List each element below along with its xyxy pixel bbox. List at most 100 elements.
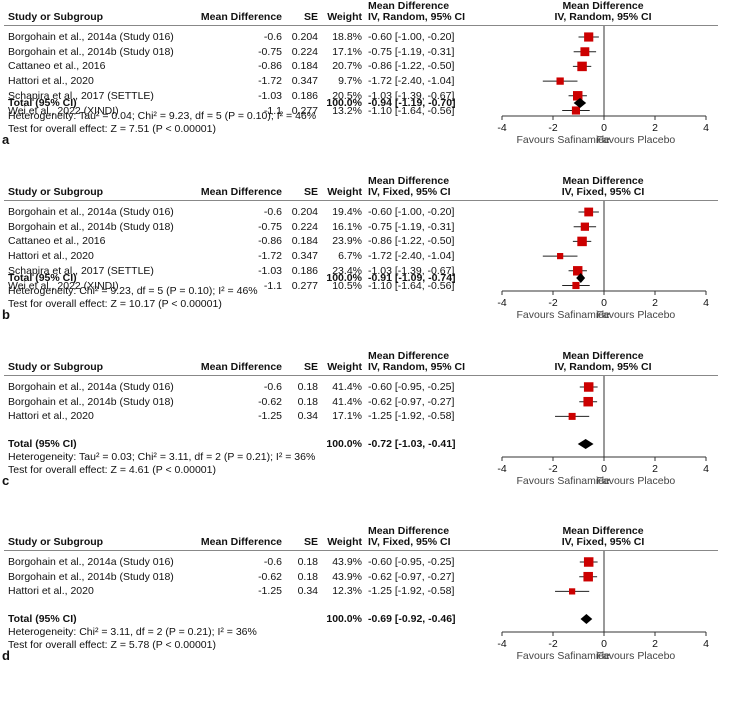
study-se: 0.347 bbox=[291, 250, 318, 263]
study-weight: 13.2% bbox=[332, 104, 362, 117]
total-ci: -0.91 [-1.09, -0.74] bbox=[368, 272, 456, 284]
forest-panel-b: Study or Subgroup Mean Difference SE Weight… bbox=[0, 175, 741, 350]
header-plot-title: Mean Difference bbox=[562, 525, 644, 537]
study-se: 0.224 bbox=[291, 220, 318, 233]
total-effect-diamond bbox=[576, 273, 586, 283]
heterogeneity-text: Heterogeneity: Tau² = 0.04; Chi² = 9.23,… bbox=[8, 110, 317, 122]
total-label: Total (95% CI) bbox=[8, 613, 77, 625]
study-se: 0.34 bbox=[297, 410, 318, 423]
study-mean-difference: -1.25 bbox=[258, 585, 282, 598]
study-effect-box bbox=[583, 382, 594, 392]
favours-left-label: Favours Safinamide bbox=[517, 650, 611, 662]
x-axis-tick-label: 0 bbox=[601, 297, 607, 309]
study-weight: 20.7% bbox=[332, 60, 362, 73]
x-axis-tick-label: 4 bbox=[703, 122, 709, 134]
study-mean-difference: -1.72 bbox=[258, 75, 282, 88]
study-ci: -0.75 [-1.19, -0.31] bbox=[368, 45, 455, 58]
total-ci: -0.94 [-1.19, -0.70] bbox=[368, 97, 456, 109]
study-se: 0.277 bbox=[291, 279, 318, 292]
study-effect-box bbox=[583, 396, 593, 407]
study-name: Borgohain et al., 2014a (Study 016) bbox=[8, 556, 174, 568]
study-weight: 9.7% bbox=[338, 75, 362, 88]
study-ci: -1.72 [-2.40, -1.04] bbox=[368, 75, 455, 88]
header-divider bbox=[4, 200, 718, 201]
header-divider bbox=[4, 550, 718, 551]
study-mean-difference: -0.6 bbox=[263, 381, 282, 393]
x-axis-tick-label: -2 bbox=[548, 638, 557, 650]
header-ci-title: Mean Difference bbox=[368, 350, 450, 362]
study-ci: -1.25 [-1.92, -0.58] bbox=[368, 585, 455, 598]
total-label: Total (95% CI) bbox=[8, 272, 77, 284]
study-se: 0.186 bbox=[291, 89, 318, 102]
study-name: Cattaneo et al., 2016 bbox=[8, 235, 106, 248]
study-se: 0.277 bbox=[291, 104, 318, 117]
x-axis-tick-label: 4 bbox=[703, 463, 709, 475]
favours-left-label: Favours Safinamide bbox=[517, 475, 611, 487]
study-weight: 18.8% bbox=[332, 31, 362, 43]
study-weight: 23.9% bbox=[332, 235, 362, 248]
header-divider bbox=[4, 25, 718, 26]
header-study: Study or Subgroup bbox=[8, 536, 104, 548]
favours-right-label: Favours Placebo bbox=[596, 309, 675, 321]
header-study: Study or Subgroup bbox=[8, 11, 104, 23]
x-axis-tick-label: -4 bbox=[497, 297, 506, 309]
header-ci-title: Mean Difference bbox=[368, 0, 450, 12]
header-plot-method: IV, Random, 95% CI bbox=[554, 361, 652, 373]
header-ci-method: IV, Fixed, 95% CI bbox=[368, 536, 451, 548]
favours-right-label: Favours Placebo bbox=[596, 650, 675, 662]
study-ci: -0.60 [-0.95, -0.25] bbox=[368, 381, 455, 393]
study-mean-difference: -0.6 bbox=[263, 31, 282, 43]
study-mean-difference: -1.72 bbox=[258, 250, 282, 263]
study-effect-box bbox=[557, 252, 564, 260]
study-se: 0.18 bbox=[297, 381, 318, 393]
x-axis-tick-label: -4 bbox=[497, 463, 506, 475]
total-weight: 100.0% bbox=[326, 97, 362, 109]
study-name: Hattori et al., 2020 bbox=[8, 410, 94, 423]
x-axis-tick-label: 0 bbox=[601, 463, 607, 475]
study-name: Hattori et al., 2020 bbox=[8, 585, 94, 598]
study-mean-difference: -0.75 bbox=[258, 45, 282, 58]
study-ci: -0.60 [-1.00, -0.20] bbox=[368, 31, 455, 43]
study-effect-box bbox=[573, 91, 583, 101]
x-axis-tick-label: 2 bbox=[652, 297, 658, 309]
study-ci: -1.25 [-1.92, -0.58] bbox=[368, 410, 455, 423]
x-axis-tick-label: 0 bbox=[601, 122, 607, 134]
study-weight: 41.4% bbox=[332, 381, 362, 393]
study-mean-difference: -1.1 bbox=[263, 104, 282, 117]
overall-effect-text: Test for overall effect: Z = 10.17 (P < … bbox=[8, 298, 222, 310]
x-axis-tick-label: -4 bbox=[497, 638, 506, 650]
header-se: SE bbox=[303, 361, 318, 373]
total-ci: -0.69 [-0.92, -0.46] bbox=[368, 613, 456, 625]
study-ci: -0.60 [-1.00, -0.20] bbox=[368, 206, 455, 218]
study-se: 0.18 bbox=[297, 556, 318, 568]
x-axis-tick-label: 4 bbox=[703, 297, 709, 309]
study-mean-difference: -1.03 bbox=[258, 89, 282, 102]
study-effect-box bbox=[568, 412, 576, 420]
study-effect-box bbox=[577, 236, 587, 247]
study-mean-difference: -1.03 bbox=[258, 264, 282, 277]
overall-effect-text: Test for overall effect: Z = 5.78 (P < 0… bbox=[8, 639, 216, 651]
study-se: 0.224 bbox=[291, 45, 318, 58]
forest-panel-d: Study or Subgroup Mean Difference SE Weight… bbox=[0, 525, 741, 700]
study-weight: 20.5% bbox=[332, 89, 362, 102]
study-weight: 12.3% bbox=[332, 585, 362, 598]
study-effect-box bbox=[573, 266, 583, 276]
total-effect-diamond bbox=[577, 439, 594, 449]
total-weight: 100.0% bbox=[326, 613, 362, 625]
header-se: SE bbox=[303, 536, 318, 548]
overall-effect-text: Test for overall effect: Z = 7.51 (P < 0… bbox=[8, 123, 216, 135]
header-ci-method: IV, Random, 95% CI bbox=[368, 11, 466, 23]
study-effect-box bbox=[556, 77, 564, 85]
study-effect-box bbox=[569, 588, 576, 595]
header-ci-title: Mean Difference bbox=[368, 175, 450, 187]
header-mean-difference: Mean Difference bbox=[200, 361, 282, 373]
header-study: Study or Subgroup bbox=[8, 186, 104, 198]
study-ci: -0.62 [-0.97, -0.27] bbox=[368, 395, 455, 408]
panel-letter: d bbox=[2, 648, 10, 663]
overall-effect-text: Test for overall effect: Z = 4.61 (P < 0… bbox=[8, 464, 216, 476]
x-axis-tick-label: 0 bbox=[601, 638, 607, 650]
